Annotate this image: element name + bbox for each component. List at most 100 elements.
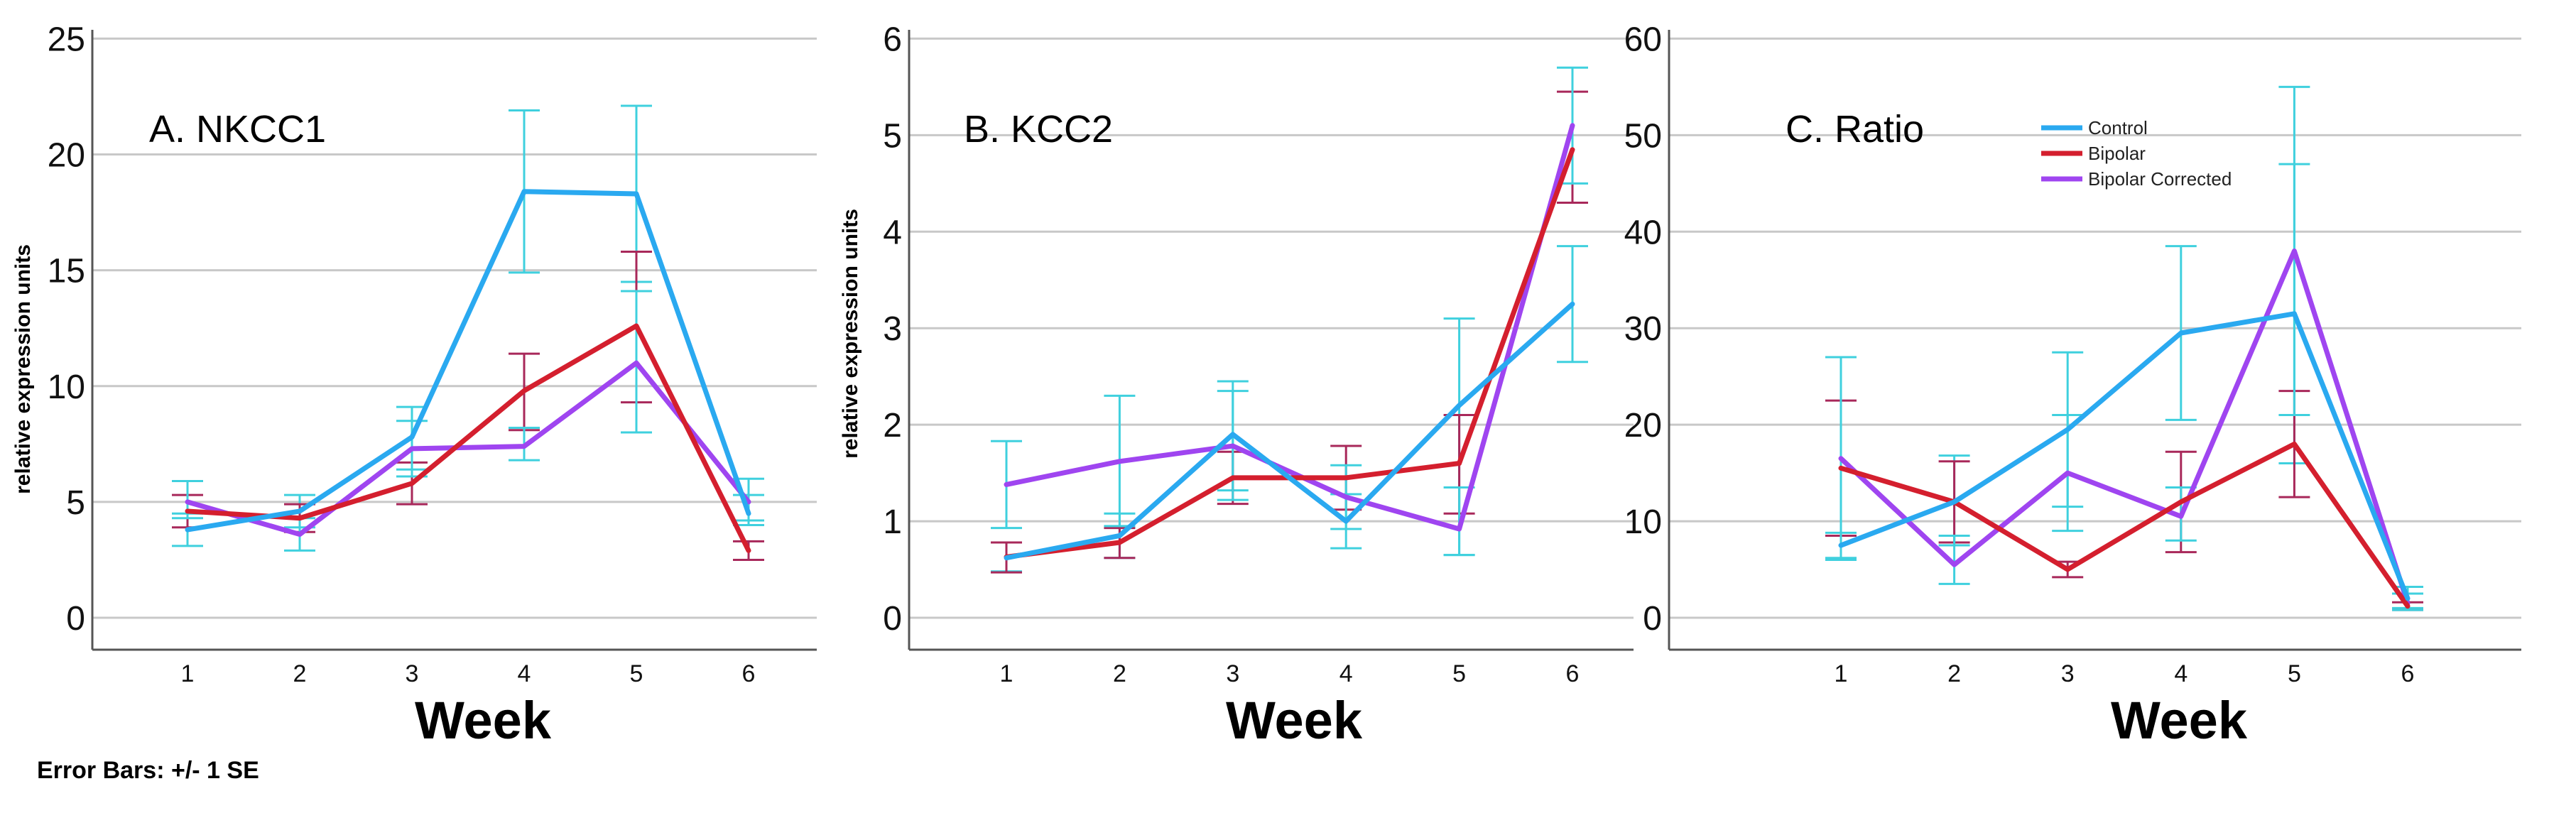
data-point-control bbox=[1840, 545, 1842, 547]
data-point-bipolar bbox=[636, 324, 637, 327]
y-axis-title: relative expression units bbox=[11, 244, 35, 494]
series-line-bipolar_corrected bbox=[1838, 248, 2411, 606]
y-tick-label: 60 bbox=[1624, 21, 1662, 58]
y-tick-label: 20 bbox=[1624, 407, 1662, 444]
x-tick-label: 5 bbox=[630, 660, 643, 687]
data-point-bipolar_corrected bbox=[1572, 124, 1573, 126]
data-point-bipolar_corrected bbox=[748, 501, 749, 503]
x-tick-label: 6 bbox=[1566, 660, 1580, 687]
data-point-control bbox=[299, 510, 300, 512]
x-axis-title: Week bbox=[2111, 691, 2248, 750]
data-point-bipolar bbox=[1232, 476, 1234, 479]
x-tick-label: 6 bbox=[2401, 660, 2415, 687]
data-point-control bbox=[2067, 428, 2069, 430]
series-line-bipolar bbox=[1838, 441, 2411, 609]
y-tick-label: 15 bbox=[48, 253, 85, 290]
data-point-control bbox=[523, 190, 525, 192]
y-tick-label: 10 bbox=[1624, 503, 1662, 541]
x-axis-title: Week bbox=[1226, 691, 1363, 750]
x-tick-label: 3 bbox=[406, 660, 419, 687]
series-line-bipolar_corrected bbox=[1004, 123, 1575, 532]
panel-title: C. Ratio bbox=[1786, 108, 1924, 151]
data-point-bipolar_corrected bbox=[636, 362, 637, 364]
chart-panel-3: 0 10 20 30 40 50 60 1 2 3 4 5 6 Week C. Ratio Control Bi… bbox=[1624, 21, 2521, 750]
x-tick-label: 5 bbox=[1452, 660, 1466, 687]
x-tick-label: 4 bbox=[1339, 660, 1353, 687]
data-point-bipolar_corrected bbox=[411, 447, 413, 449]
y-axis-title: relative expression units bbox=[839, 209, 862, 459]
error-bar-bipolar_corrected bbox=[1938, 534, 1970, 585]
series-line-bipolar bbox=[1004, 147, 1575, 560]
data-point-bipolar bbox=[299, 517, 300, 519]
x-tick-label: 1 bbox=[1000, 660, 1013, 687]
x-tick-label: 2 bbox=[293, 660, 307, 687]
x-tick-label: 1 bbox=[181, 660, 195, 687]
y-tick-label: 1 bbox=[883, 503, 902, 541]
data-point-bipolar bbox=[523, 390, 525, 392]
y-tick-label: 20 bbox=[48, 137, 85, 175]
x-tick-label: 4 bbox=[2174, 660, 2188, 687]
data-point-control bbox=[2180, 332, 2182, 334]
legend-label-bipolar_corrected: Bipolar Corrected bbox=[2088, 168, 2232, 190]
y-tick-label: 30 bbox=[1624, 310, 1662, 348]
data-point-bipolar_corrected bbox=[2180, 515, 2182, 518]
data-point-bipolar_corrected bbox=[187, 501, 188, 503]
panel-title: A. NKCC1 bbox=[149, 108, 326, 151]
data-point-bipolar_corrected bbox=[299, 533, 300, 535]
y-tick-label: 0 bbox=[66, 600, 85, 638]
y-tick-label: 5 bbox=[883, 117, 902, 155]
data-point-bipolar bbox=[1345, 476, 1347, 479]
data-point-control bbox=[2293, 312, 2295, 315]
data-point-bipolar bbox=[1572, 148, 1573, 151]
data-point-bipolar_corrected bbox=[1953, 564, 1955, 566]
y-tick-label: 25 bbox=[48, 21, 85, 58]
data-point-bipolar_corrected bbox=[523, 445, 525, 447]
data-point-bipolar_corrected bbox=[1840, 457, 1842, 459]
x-tick-label: 1 bbox=[1835, 660, 1848, 687]
data-point-bipolar_corrected bbox=[1345, 496, 1347, 498]
x-tick-label: 2 bbox=[1947, 660, 1961, 687]
data-point-control bbox=[1572, 303, 1573, 305]
data-point-bipolar_corrected bbox=[1119, 460, 1121, 462]
data-point-control bbox=[1345, 520, 1347, 523]
y-tick-label: 0 bbox=[1643, 600, 1662, 638]
data-point-bipolar bbox=[2407, 605, 2408, 607]
series-line-bipolar_corrected bbox=[185, 360, 751, 538]
data-point-bipolar_corrected bbox=[1458, 528, 1460, 530]
data-point-bipolar_corrected bbox=[2293, 250, 2295, 252]
series-line-control bbox=[1004, 301, 1575, 561]
data-point-bipolar bbox=[1840, 467, 1842, 469]
x-tick-label: 3 bbox=[2061, 660, 2075, 687]
error-bars-footnote: Error Bars: +/- 1 SE bbox=[37, 757, 259, 784]
y-tick-label: 6 bbox=[883, 21, 902, 58]
x-tick-label: 6 bbox=[742, 660, 756, 687]
y-tick-label: 4 bbox=[883, 214, 902, 251]
y-tick-label: 10 bbox=[48, 369, 85, 406]
chart-panel-1: 0 5 10 15 20 25 1 2 3 4 5 6 Week relative expression … bbox=[11, 21, 817, 750]
data-point-control bbox=[411, 436, 413, 438]
y-tick-label: 5 bbox=[66, 484, 85, 522]
data-point-bipolar_corrected bbox=[2067, 472, 2069, 474]
data-point-control bbox=[1006, 557, 1007, 559]
series-line-control bbox=[185, 189, 751, 533]
data-point-bipolar bbox=[1458, 462, 1460, 464]
data-point-control bbox=[1119, 535, 1121, 537]
x-axis-title: Week bbox=[415, 691, 552, 750]
data-point-bipolar bbox=[2067, 569, 2069, 571]
x-tick-label: 3 bbox=[1226, 660, 1239, 687]
series-line-control bbox=[1838, 311, 2411, 601]
data-point-control bbox=[748, 513, 749, 515]
legend-label-control: Control bbox=[2088, 117, 2148, 138]
y-tick-label: 3 bbox=[883, 310, 902, 348]
data-point-bipolar_corrected bbox=[1232, 445, 1234, 447]
x-tick-label: 4 bbox=[518, 660, 531, 687]
y-tick-label: 0 bbox=[883, 600, 902, 638]
x-tick-label: 2 bbox=[1113, 660, 1126, 687]
x-tick-label: 5 bbox=[2288, 660, 2301, 687]
data-point-control bbox=[636, 192, 637, 195]
data-point-control bbox=[2407, 597, 2408, 599]
legend: Control Bipolar Bipolar Corrected bbox=[2041, 117, 2232, 190]
data-point-bipolar bbox=[2293, 443, 2295, 445]
chart-panel-2: 0 1 2 3 4 5 6 1 2 3 4 5 6 Week relative expression uni… bbox=[839, 21, 1634, 750]
